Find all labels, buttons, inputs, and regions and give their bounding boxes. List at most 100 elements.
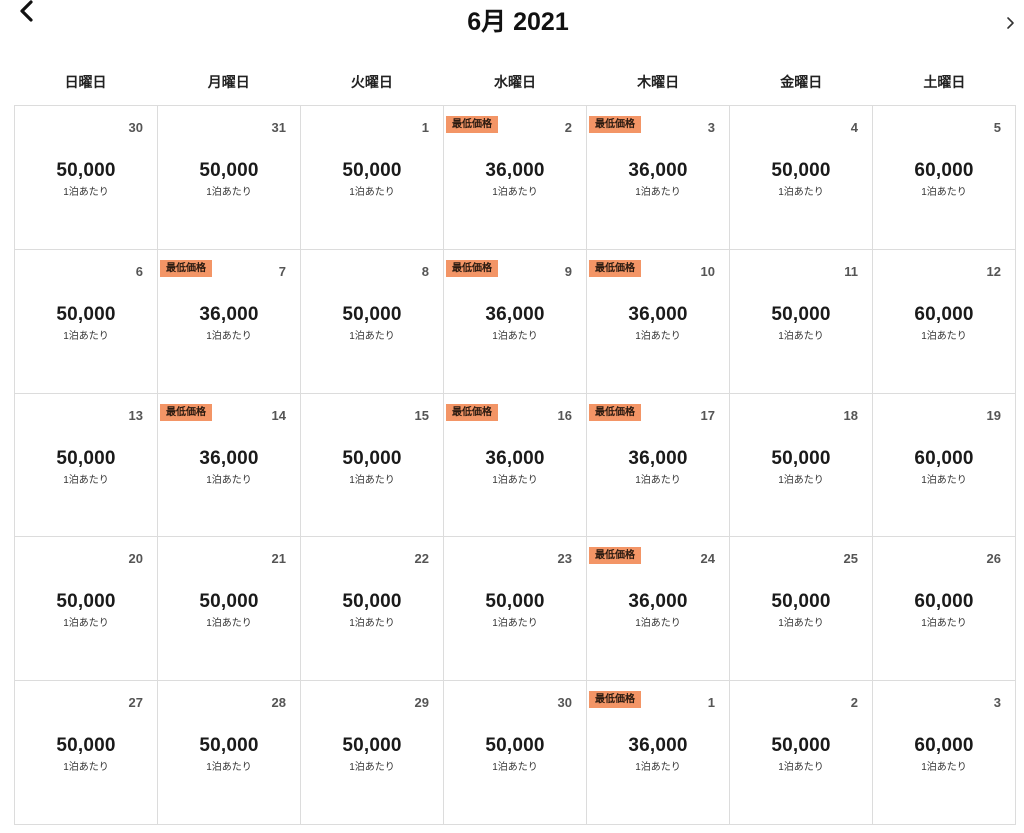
calendar-day-cell[interactable]: 28 50,000 1泊あたり [158, 681, 301, 825]
per-night-label: 1泊あたり [349, 618, 395, 630]
nightly-price: 50,000 [56, 735, 116, 757]
per-night-label: 1泊あたり [206, 762, 252, 774]
calendar-day-cell[interactable]: 最低価格 14 36,000 1泊あたり [158, 393, 301, 538]
nightly-price: 36,000 [628, 447, 688, 469]
calendar-day-cell[interactable]: 15 50,000 1泊あたり [301, 393, 444, 538]
calendar-day-cell[interactable]: 最低価格 3 36,000 1泊あたり [587, 106, 730, 250]
nightly-price: 60,000 [914, 447, 974, 469]
per-night-label: 1泊あたり [778, 762, 824, 774]
lowest-price-badge: 最低価格 [589, 547, 641, 565]
day-number: 1 [707, 695, 715, 711]
calendar-day-cell[interactable]: 26 60,000 1泊あたり [873, 537, 1016, 682]
per-night-label: 1泊あたり [492, 330, 538, 342]
weekday-monday: 月曜日 [207, 74, 250, 90]
calendar-day-cell[interactable]: 27 50,000 1泊あたり [15, 681, 158, 825]
next-month-button[interactable] [1003, 14, 1017, 32]
nightly-price: 50,000 [771, 591, 831, 613]
calendar-day-cell[interactable]: 最低価格 10 36,000 1泊あたり [587, 249, 730, 394]
nightly-price: 50,000 [342, 447, 402, 469]
nightly-price: 36,000 [628, 735, 688, 757]
per-night-label: 1泊あたり [635, 618, 681, 630]
lowest-price-badge: 最低価格 [160, 403, 212, 421]
day-number: 17 [700, 407, 715, 423]
per-night-label: 1泊あたり [349, 330, 395, 342]
nightly-price: 36,000 [628, 303, 688, 325]
nightly-price: 36,000 [628, 160, 688, 181]
day-number: 3 [993, 695, 1001, 711]
nightly-price: 36,000 [485, 303, 545, 325]
calendar-day-cell[interactable]: 4 50,000 1泊あたり [730, 106, 873, 250]
day-number: 3 [707, 120, 715, 135]
per-night-label: 1泊あたり [492, 618, 538, 630]
calendar-day-cell[interactable]: 11 50,000 1泊あたり [730, 249, 873, 394]
calendar-day-cell[interactable]: 最低価格 7 36,000 1泊あたり [158, 249, 301, 394]
calendar-day-cell[interactable]: 最低価格 24 36,000 1泊あたり [587, 537, 730, 682]
calendar-day-cell[interactable]: 最低価格 1 36,000 1泊あたり [587, 681, 730, 825]
calendar-day-cell[interactable]: 25 50,000 1泊あたり [730, 537, 873, 682]
lowest-price-badge: 最低価格 [589, 116, 641, 133]
weekday-saturday: 土曜日 [923, 74, 966, 90]
calendar-day-cell[interactable]: 最低価格 2 36,000 1泊あたり [444, 106, 587, 250]
day-number: 29 [414, 695, 429, 711]
calendar-day-cell[interactable]: 30 50,000 1泊あたり [444, 681, 587, 825]
lowest-price-badge: 最低価格 [446, 403, 498, 421]
per-night-label: 1泊あたり [778, 187, 824, 198]
calendar-day-cell[interactable]: 2 50,000 1泊あたり [730, 681, 873, 825]
nightly-price: 50,000 [771, 735, 831, 757]
calendar-day-cell[interactable]: 6 50,000 1泊あたり [15, 249, 158, 394]
day-number: 31 [271, 120, 286, 135]
per-night-label: 1泊あたり [63, 762, 109, 774]
month-title: 6月 2021 [467, 8, 569, 36]
day-number: 10 [700, 263, 715, 279]
day-number: 24 [700, 551, 715, 567]
weekday-header: 日曜日 月曜日 火曜日 水曜日 木曜日 金曜日 土曜日 [14, 72, 1016, 92]
calendar-day-cell[interactable]: 31 50,000 1泊あたり [158, 106, 301, 250]
day-number: 7 [278, 263, 286, 279]
calendar-day-cell[interactable]: 3 60,000 1泊あたり [873, 681, 1016, 825]
day-number: 13 [128, 407, 143, 423]
day-number: 5 [993, 120, 1001, 135]
calendar-day-cell[interactable]: 最低価格 17 36,000 1泊あたり [587, 393, 730, 538]
calendar-day-cell[interactable]: 最低価格 16 36,000 1泊あたり [444, 393, 587, 538]
day-number: 4 [850, 120, 858, 135]
calendar-day-cell[interactable]: 5 60,000 1泊あたり [873, 106, 1016, 250]
per-night-label: 1泊あたり [635, 474, 681, 486]
lowest-price-badge: 最低価格 [589, 691, 641, 709]
calendar-day-cell[interactable]: 23 50,000 1泊あたり [444, 537, 587, 682]
per-night-label: 1泊あたり [778, 474, 824, 486]
weekday-tuesday: 火曜日 [350, 74, 393, 90]
prev-month-button[interactable] [14, 0, 40, 24]
calendar-day-cell[interactable]: 8 50,000 1泊あたり [301, 249, 444, 394]
day-number: 23 [557, 551, 572, 567]
calendar-day-cell[interactable]: 29 50,000 1泊あたり [301, 681, 444, 825]
calendar-day-cell[interactable]: 18 50,000 1泊あたり [730, 393, 873, 538]
day-number: 18 [843, 407, 858, 423]
calendar-day-cell[interactable]: 20 50,000 1泊あたり [15, 537, 158, 682]
day-number: 8 [421, 263, 429, 279]
calendar-day-cell[interactable]: 30 50,000 1泊あたり [15, 106, 158, 250]
nightly-price: 36,000 [199, 303, 259, 325]
per-night-label: 1泊あたり [63, 187, 109, 198]
day-number: 30 [557, 695, 572, 711]
calendar-day-cell[interactable]: 22 50,000 1泊あたり [301, 537, 444, 682]
calendar-grid: 30 50,000 1泊あたり 31 50,000 1泊あたり 1 50,000 1泊あたり 最低… [14, 105, 1016, 825]
day-number: 28 [271, 695, 286, 711]
per-night-label: 1泊あたり [921, 330, 967, 342]
calendar-day-cell[interactable]: 21 50,000 1泊あたり [158, 537, 301, 682]
per-night-label: 1泊あたり [921, 762, 967, 774]
per-night-label: 1泊あたり [921, 187, 967, 198]
chevron-right-icon [1007, 17, 1014, 29]
day-number: 30 [128, 120, 143, 135]
lowest-price-badge: 最低価格 [589, 403, 641, 421]
per-night-label: 1泊あたり [63, 618, 109, 630]
calendar-day-cell[interactable]: 1 50,000 1泊あたり [301, 106, 444, 250]
weekday-thursday: 木曜日 [637, 74, 680, 90]
calendar-day-cell[interactable]: 19 60,000 1泊あたり [873, 393, 1016, 538]
calendar-day-cell[interactable]: 13 50,000 1泊あたり [15, 393, 158, 538]
day-number: 1 [421, 120, 429, 135]
calendar-day-cell[interactable]: 12 60,000 1泊あたり [873, 249, 1016, 394]
calendar-day-cell[interactable]: 最低価格 9 36,000 1泊あたり [444, 249, 587, 394]
day-number: 27 [128, 695, 143, 711]
nightly-price: 36,000 [628, 591, 688, 613]
day-number: 16 [557, 407, 572, 423]
